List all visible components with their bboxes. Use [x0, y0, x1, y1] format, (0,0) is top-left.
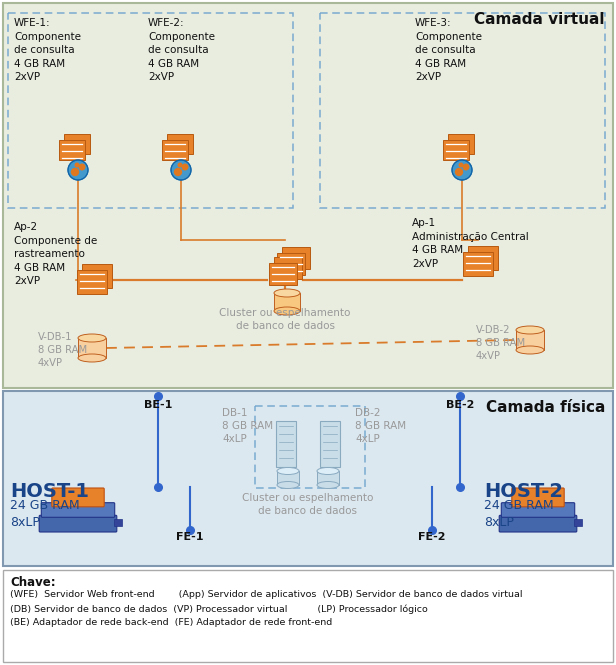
FancyBboxPatch shape [52, 488, 104, 507]
Ellipse shape [78, 354, 106, 362]
Bar [277, 471, 299, 485]
Text: 24 GB RAM
8xLP: 24 GB RAM 8xLP [484, 499, 554, 529]
FancyBboxPatch shape [59, 140, 85, 160]
FancyBboxPatch shape [41, 503, 115, 517]
Text: V-DB-1
8 GB RAM
4xVP: V-DB-1 8 GB RAM 4xVP [38, 332, 87, 368]
Circle shape [171, 160, 191, 180]
FancyBboxPatch shape [269, 263, 297, 285]
Circle shape [177, 162, 182, 168]
Ellipse shape [78, 334, 106, 342]
FancyBboxPatch shape [64, 134, 90, 154]
Text: V-DB-2
8 GB RAM
4xVP: V-DB-2 8 GB RAM 4xVP [476, 325, 525, 361]
Circle shape [71, 168, 79, 176]
Text: FE-2: FE-2 [418, 532, 446, 542]
Circle shape [68, 160, 88, 180]
FancyBboxPatch shape [276, 421, 296, 467]
Text: (WFE)  Servidor Web front-end        (App) Servidor de aplicativos  (V-DB) Servi: (WFE) Servidor Web front-end (App) Servi… [10, 590, 522, 599]
Bar [255, 406, 365, 488]
Ellipse shape [277, 481, 299, 489]
Bar [274, 293, 300, 311]
Bar [516, 330, 544, 350]
Text: WFE-2:
Componente
de consulta
4 GB RAM
2xVP: WFE-2: Componente de consulta 4 GB RAM 2… [148, 18, 215, 82]
Ellipse shape [274, 289, 300, 297]
Circle shape [455, 168, 463, 176]
FancyBboxPatch shape [77, 271, 107, 293]
Text: Ap-2
Componente de
rastreamento
4 GB RAM
2xVP: Ap-2 Componente de rastreamento 4 GB RAM… [14, 222, 97, 287]
Text: (DB) Servidor de banco de dados  (VP) Processador virtual          (LP) Processa: (DB) Servidor de banco de dados (VP) Pro… [10, 604, 428, 614]
Text: Cluster ou espelhamento
de banco de dados: Cluster ou espelhamento de banco de dado… [219, 308, 351, 331]
Text: DB-2
8 GB RAM
4xLP: DB-2 8 GB RAM 4xLP [355, 408, 406, 444]
FancyBboxPatch shape [162, 140, 188, 160]
Text: Camada física: Camada física [485, 400, 605, 415]
FancyBboxPatch shape [320, 421, 340, 467]
Text: Camada virtual: Camada virtual [474, 12, 605, 27]
FancyBboxPatch shape [512, 488, 564, 507]
FancyBboxPatch shape [501, 503, 575, 517]
Bar [8, 13, 293, 208]
Ellipse shape [274, 307, 300, 315]
Text: WFE-3:
Componente
de consulta
4 GB RAM
2xVP: WFE-3: Componente de consulta 4 GB RAM 2… [415, 18, 482, 82]
Circle shape [75, 162, 79, 168]
FancyBboxPatch shape [39, 515, 117, 532]
Text: Ap-1
Administração Central
4 GB RAM
2xVP: Ap-1 Administração Central 4 GB RAM 2xVP [412, 218, 529, 269]
Ellipse shape [516, 346, 544, 354]
Text: 24 GB RAM
8xLP: 24 GB RAM 8xLP [10, 499, 79, 529]
Ellipse shape [516, 326, 544, 334]
Bar [320, 13, 605, 208]
Text: FE-1: FE-1 [176, 532, 204, 542]
Ellipse shape [317, 467, 339, 475]
Circle shape [452, 160, 472, 180]
FancyBboxPatch shape [468, 247, 498, 269]
Circle shape [78, 164, 86, 170]
Bar [3, 391, 613, 566]
Text: Chave:: Chave: [10, 576, 55, 589]
FancyBboxPatch shape [82, 265, 112, 287]
Ellipse shape [277, 467, 299, 475]
FancyBboxPatch shape [463, 253, 493, 275]
Circle shape [458, 162, 463, 168]
FancyBboxPatch shape [167, 134, 193, 154]
FancyBboxPatch shape [277, 253, 305, 275]
FancyBboxPatch shape [274, 257, 302, 279]
Bar [573, 519, 582, 526]
Text: HOST-2: HOST-2 [484, 482, 563, 501]
Text: (BE) Adaptador de rede back-end  (FE) Adaptador de rede front-end: (BE) Adaptador de rede back-end (FE) Ada… [10, 618, 332, 627]
Circle shape [174, 168, 182, 176]
Bar [317, 471, 339, 485]
Ellipse shape [317, 481, 339, 489]
Text: DB-1
8 GB RAM
4xLP: DB-1 8 GB RAM 4xLP [222, 408, 273, 444]
Bar [3, 570, 613, 662]
Text: WFE-1:
Componente
de consulta
4 GB RAM
2xVP: WFE-1: Componente de consulta 4 GB RAM 2… [14, 18, 81, 82]
Text: BE-2: BE-2 [446, 400, 474, 410]
Text: HOST-1: HOST-1 [10, 482, 89, 501]
Bar [3, 3, 613, 388]
Text: Cluster ou espelhamento
de banco de dados: Cluster ou espelhamento de banco de dado… [242, 493, 374, 516]
Text: BE-1: BE-1 [144, 400, 172, 410]
Circle shape [463, 164, 469, 170]
Bar [78, 338, 106, 358]
Bar [114, 519, 122, 526]
Circle shape [182, 164, 188, 170]
FancyBboxPatch shape [499, 515, 577, 532]
FancyBboxPatch shape [448, 134, 474, 154]
FancyBboxPatch shape [443, 140, 469, 160]
FancyBboxPatch shape [282, 247, 310, 269]
